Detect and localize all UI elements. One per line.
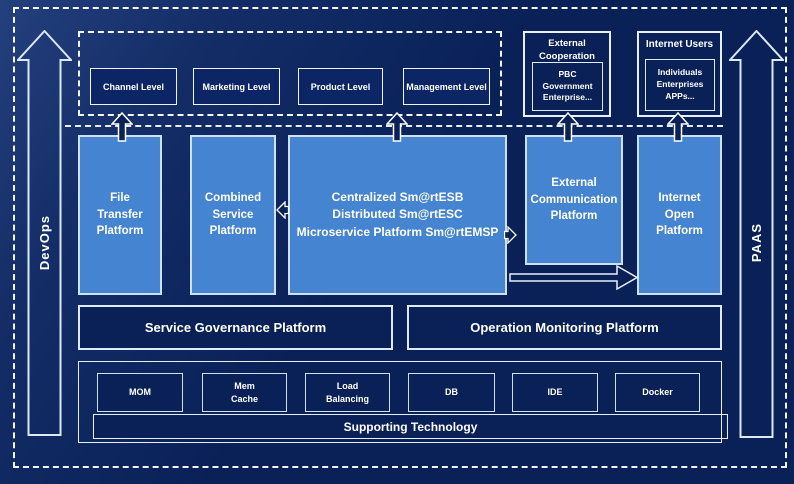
platform-label: File Transfer Platform	[96, 191, 144, 238]
combined-service-platform-box: Combined Service Platform	[190, 135, 276, 295]
tech-label: Docker	[642, 387, 673, 398]
platform-label: Combined Service Platform	[204, 191, 262, 238]
up-arrow-icon	[386, 112, 408, 142]
tech-label: MOM	[129, 387, 151, 398]
platform-label: Internet Open Platform	[656, 191, 703, 238]
tech-box-mem-cache: Mem Cache	[202, 373, 287, 412]
up-arrow-icon	[111, 112, 133, 142]
level-label: Channel Level	[102, 81, 165, 92]
level-box-management: Management Level	[403, 68, 490, 105]
levels-dashed-container	[78, 31, 502, 116]
level-box-marketing: Marketing Level	[193, 68, 280, 105]
tech-box-db: DB	[408, 373, 495, 412]
level-box-product: Product Level	[298, 68, 383, 105]
platform-label: Centralized Sm@rtESB Distributed Sm@rtES…	[296, 189, 499, 239]
external-cooperation-box: External Cooperation PBC Government Ente…	[523, 31, 611, 117]
operation-monitoring-platform-box: Operation Monitoring Platform	[407, 305, 722, 350]
tech-box-docker: Docker	[615, 373, 700, 412]
external-cooperation-title: External Cooperation	[539, 38, 595, 62]
supporting-technology-container	[78, 361, 722, 443]
tech-box-ide: IDE	[512, 373, 598, 412]
tech-box-load-balancing: Load Balancing	[305, 373, 390, 412]
gov-label: Operation Monitoring Platform	[470, 320, 659, 335]
file-transfer-platform-box: File Transfer Platform	[78, 135, 162, 295]
internet-users-box: Internet Users Individuals Enterprises A…	[637, 31, 722, 117]
tech-label: Load Balancing	[325, 381, 369, 404]
tech-label: IDE	[547, 387, 563, 398]
paas-rail-label: PAAS	[729, 143, 784, 343]
platform-label: External Communication Platform	[530, 176, 618, 223]
left-connector-arrow-icon	[276, 201, 289, 219]
tech-box-mom: MOM	[97, 373, 183, 412]
up-arrow-icon	[557, 112, 579, 142]
outer-dashed-frame	[13, 7, 787, 468]
esb-platform-box: Centralized Sm@rtESB Distributed Sm@rtES…	[288, 135, 507, 295]
devops-label-text: DevOps	[37, 215, 52, 271]
level-label: Product Level	[310, 81, 371, 92]
supporting-technology-label: Supporting Technology	[343, 419, 478, 434]
internet-users-title: Internet Users	[645, 39, 714, 50]
paas-label-text: PAAS	[749, 223, 764, 263]
esb-to-internet-arrow-icon	[509, 264, 639, 291]
tech-label: Mem Cache	[230, 381, 258, 404]
internet-users-members: Individuals Enterprises APPs...	[645, 59, 715, 111]
up-arrow-icon	[667, 112, 689, 142]
tech-label: DB	[445, 387, 458, 398]
gov-label: Service Governance Platform	[144, 320, 327, 335]
paas-up-arrow-icon	[729, 30, 784, 438]
devops-rail-label: DevOps	[17, 143, 72, 343]
level-box-channel: Channel Level	[90, 68, 177, 105]
service-governance-platform-box: Service Governance Platform	[78, 305, 393, 350]
supporting-technology-bar: Supporting Technology	[93, 414, 728, 439]
level-label: Management Level	[406, 81, 487, 92]
external-cooperation-members: PBC Government Enterprise...	[532, 62, 603, 111]
devops-up-arrow-icon	[17, 30, 72, 436]
level-label: Marketing Level	[202, 81, 271, 92]
internet-open-platform-box: Internet Open Platform	[637, 135, 722, 295]
right-connector-arrow-icon	[504, 226, 517, 244]
external-communication-platform-box: External Communication Platform	[525, 135, 623, 265]
